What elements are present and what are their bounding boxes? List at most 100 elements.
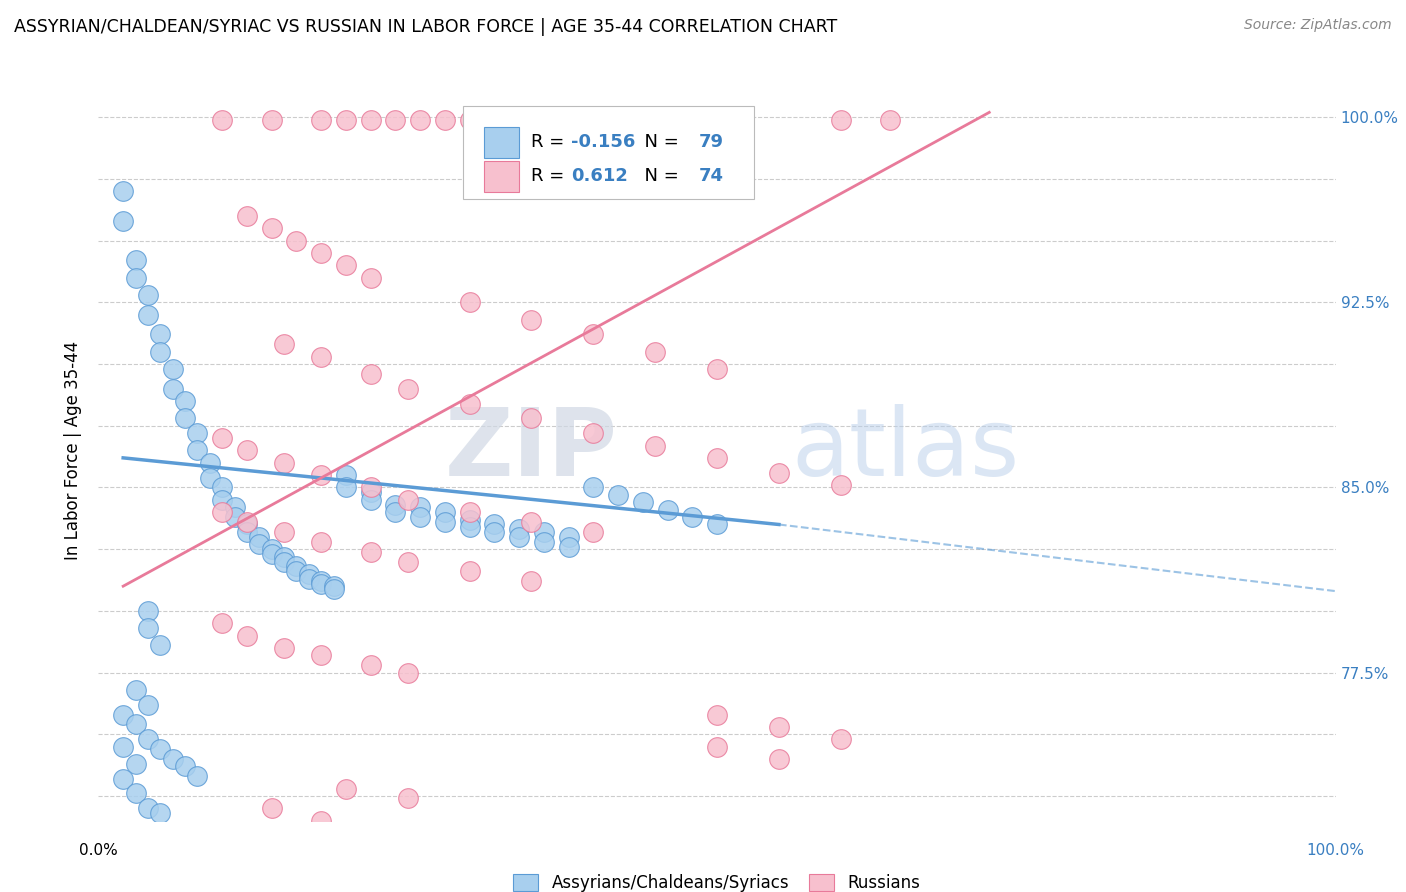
Point (458, 505, 481, 519)
Point (149, 742, 172, 756)
Point (557, 112, 579, 127)
Text: -0.156: -0.156 (571, 133, 636, 152)
Text: N =: N = (633, 168, 685, 186)
Point (644, 344, 666, 359)
Text: atlas: atlas (792, 404, 1019, 497)
Point (149, 327, 172, 342)
Point (458, 520, 481, 534)
Point (533, 112, 555, 127)
Text: R =: R = (531, 133, 571, 152)
Point (706, 517, 728, 532)
Point (211, 431, 233, 445)
Point (360, 485, 382, 500)
Point (260, 221, 283, 235)
Point (247, 537, 270, 551)
Point (409, 112, 432, 127)
Text: ASSYRIAN/CHALDEAN/SYRIAC VS RUSSIAN IN LABOR FORCE | AGE 35-44 CORRELATION CHART: ASSYRIAN/CHALDEAN/SYRIAC VS RUSSIAN IN L… (14, 18, 838, 36)
Point (174, 411, 197, 425)
Point (433, 112, 456, 127)
Point (409, 510, 432, 524)
Point (309, 534, 332, 549)
Point (236, 443, 259, 458)
Point (112, 739, 135, 754)
Point (309, 576, 332, 591)
Point (322, 579, 344, 593)
Point (236, 524, 259, 539)
Text: 100.0%: 100.0% (1306, 843, 1365, 858)
Point (533, 534, 555, 549)
Point (136, 801, 159, 815)
Point (360, 481, 382, 495)
FancyBboxPatch shape (464, 106, 754, 199)
Point (236, 515, 259, 529)
Point (273, 640, 295, 655)
Point (582, 524, 605, 539)
FancyBboxPatch shape (485, 127, 519, 158)
Point (533, 524, 555, 539)
Point (644, 438, 666, 452)
Point (830, 732, 852, 747)
Point (211, 505, 233, 519)
Point (458, 295, 481, 310)
Point (582, 426, 605, 441)
Point (360, 544, 382, 558)
Point (681, 510, 703, 524)
Point (186, 443, 208, 458)
Point (335, 468, 357, 483)
Point (768, 752, 790, 766)
Point (706, 707, 728, 722)
Point (224, 500, 246, 515)
Point (198, 456, 221, 470)
Point (186, 769, 208, 783)
Point (112, 772, 135, 786)
Point (396, 791, 419, 805)
Point (298, 572, 321, 586)
Point (360, 270, 382, 285)
Point (830, 478, 852, 492)
Point (273, 524, 295, 539)
Point (198, 470, 221, 484)
Point (149, 806, 172, 821)
Point (136, 621, 159, 635)
Point (136, 308, 159, 322)
Point (124, 253, 146, 268)
FancyBboxPatch shape (485, 161, 519, 192)
Point (582, 327, 605, 342)
Point (124, 756, 146, 771)
Point (260, 801, 283, 815)
Point (458, 565, 481, 579)
Point (484, 112, 506, 127)
Point (273, 549, 295, 564)
Point (124, 717, 146, 731)
Point (162, 382, 184, 396)
Point (124, 787, 146, 801)
Point (260, 542, 283, 557)
Point (273, 456, 295, 470)
Point (236, 629, 259, 643)
Point (285, 565, 308, 579)
Point (508, 523, 530, 537)
Point (582, 481, 605, 495)
Point (520, 515, 543, 529)
Point (273, 555, 295, 569)
Point (768, 720, 790, 734)
Point (360, 367, 382, 381)
Point (335, 781, 357, 796)
Point (174, 759, 197, 773)
Text: 74: 74 (699, 168, 724, 186)
Point (322, 582, 344, 596)
Point (657, 502, 679, 516)
Point (458, 512, 481, 526)
Point (830, 112, 852, 127)
Point (309, 468, 332, 483)
Point (607, 488, 630, 502)
Point (484, 517, 506, 532)
Point (335, 112, 357, 127)
Text: 79: 79 (699, 133, 724, 152)
Legend: Assyrians/Chaldeans/Syriacs, Russians: Assyrians/Chaldeans/Syriacs, Russians (509, 870, 925, 892)
Point (396, 555, 419, 569)
Point (384, 498, 406, 512)
Point (309, 246, 332, 260)
Point (211, 616, 233, 631)
Point (309, 350, 332, 364)
